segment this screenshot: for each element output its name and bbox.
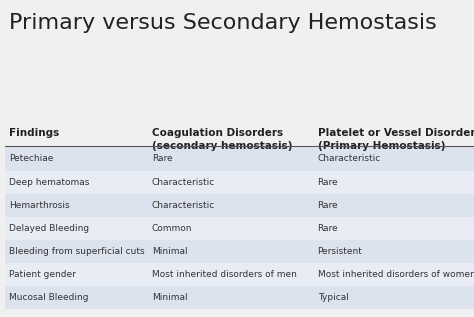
Text: Characteristic: Characteristic — [318, 154, 381, 164]
Text: Most inherited disorders of men: Most inherited disorders of men — [152, 270, 297, 279]
Text: Primary versus Secondary Hemostasis: Primary versus Secondary Hemostasis — [9, 13, 437, 33]
FancyBboxPatch shape — [5, 263, 474, 286]
Text: Deep hematomas: Deep hematomas — [9, 178, 90, 187]
Text: Platelet or Vessel Disorders
(Primary Hemostasis): Platelet or Vessel Disorders (Primary He… — [318, 128, 474, 151]
Text: Rare: Rare — [318, 224, 338, 233]
FancyBboxPatch shape — [5, 171, 474, 194]
FancyBboxPatch shape — [5, 286, 474, 309]
FancyBboxPatch shape — [5, 147, 474, 171]
Text: Mucosal Bleeding: Mucosal Bleeding — [9, 293, 89, 302]
Text: Petechiae: Petechiae — [9, 154, 54, 164]
Text: Most inherited disorders of women: Most inherited disorders of women — [318, 270, 474, 279]
Text: Characteristic: Characteristic — [152, 201, 215, 210]
Text: Delayed Bleeding: Delayed Bleeding — [9, 224, 90, 233]
Text: Characteristic: Characteristic — [152, 178, 215, 187]
Text: Bleeding from superficial cuts: Bleeding from superficial cuts — [9, 247, 145, 256]
Text: Rare: Rare — [318, 201, 338, 210]
Text: Minimal: Minimal — [152, 293, 187, 302]
Text: Patient gender: Patient gender — [9, 270, 76, 279]
Text: Findings: Findings — [9, 128, 60, 139]
FancyBboxPatch shape — [5, 240, 474, 263]
Text: Common: Common — [152, 224, 192, 233]
Text: Minimal: Minimal — [152, 247, 187, 256]
Text: Typical: Typical — [318, 293, 348, 302]
Text: Coagulation Disorders
(secondary hemostasis): Coagulation Disorders (secondary hemosta… — [152, 128, 292, 151]
FancyBboxPatch shape — [5, 217, 474, 240]
Text: Hemarthrosis: Hemarthrosis — [9, 201, 70, 210]
FancyBboxPatch shape — [5, 194, 474, 217]
Text: Persistent: Persistent — [318, 247, 363, 256]
Text: Rare: Rare — [318, 178, 338, 187]
Text: Rare: Rare — [152, 154, 173, 164]
